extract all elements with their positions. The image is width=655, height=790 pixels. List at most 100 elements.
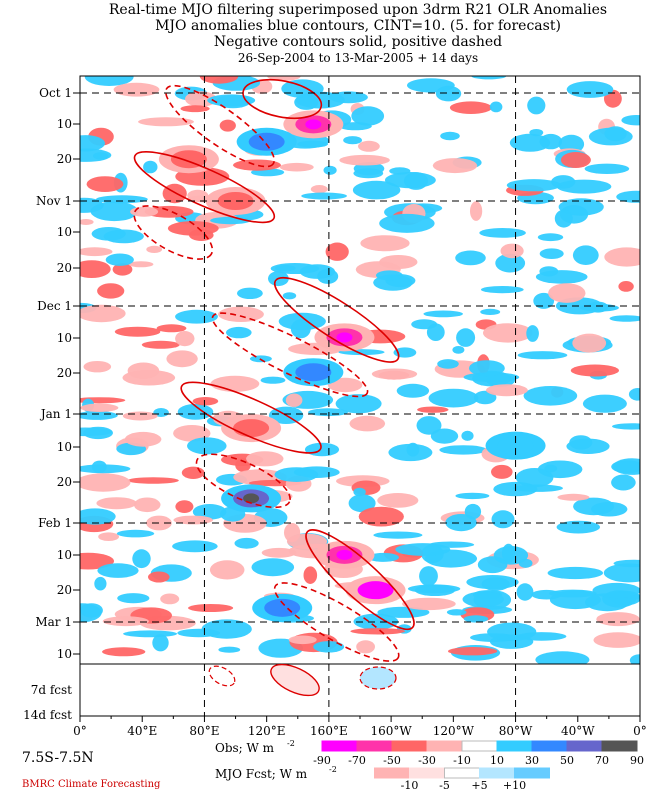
anomaly-blob bbox=[469, 360, 505, 377]
anomaly-blob bbox=[173, 425, 211, 442]
obs-swatch bbox=[531, 740, 568, 752]
fcst-swatch bbox=[374, 767, 410, 779]
y-tick-label: 10 bbox=[57, 225, 72, 239]
anomaly-blob bbox=[86, 176, 124, 193]
anomaly-blob bbox=[219, 119, 236, 132]
x-tick-label: 120°W bbox=[433, 724, 475, 738]
obs-tick-label: -30 bbox=[418, 754, 436, 767]
anomaly-blob bbox=[180, 105, 210, 113]
anomaly-blob bbox=[148, 571, 170, 583]
anomaly-blob bbox=[234, 537, 259, 549]
anomaly-blob bbox=[358, 506, 404, 527]
x-tick-label: 40°W bbox=[561, 724, 595, 738]
anomaly-blob bbox=[192, 504, 227, 520]
anomaly-blob bbox=[471, 76, 507, 80]
anomaly-blob bbox=[209, 560, 245, 580]
anomaly-blob bbox=[351, 106, 385, 126]
anomaly-blob bbox=[80, 135, 105, 152]
anomaly-blob bbox=[419, 566, 438, 587]
anomaly-blob bbox=[343, 136, 362, 145]
x-tick-label: 120°E bbox=[248, 724, 286, 738]
anomaly-blob bbox=[210, 375, 260, 392]
anomaly-blob bbox=[325, 242, 349, 261]
anomaly-blob bbox=[172, 540, 218, 553]
y-tick-label: Nov 1 bbox=[36, 194, 72, 208]
anomaly-blob bbox=[535, 270, 588, 284]
anomaly-blob bbox=[529, 129, 544, 137]
anomaly-blob bbox=[517, 351, 568, 360]
anomaly-blob bbox=[83, 361, 112, 373]
anomaly-blob bbox=[446, 609, 467, 616]
anomaly-blob bbox=[97, 283, 125, 299]
anomaly-blob bbox=[548, 283, 586, 303]
obs-tick-label: 50 bbox=[560, 754, 574, 767]
anomaly-blob bbox=[261, 547, 297, 558]
y-tick-label: 20 bbox=[57, 366, 72, 380]
anomaly-blob bbox=[122, 411, 158, 421]
anomaly-blob bbox=[448, 647, 498, 656]
obs-tick-label: -50 bbox=[383, 754, 401, 767]
gridlines bbox=[80, 76, 640, 716]
anomaly-blob bbox=[491, 464, 513, 479]
anomaly-blob bbox=[628, 388, 640, 401]
olr-anomaly-field bbox=[80, 76, 640, 664]
fcst-swatch bbox=[479, 767, 515, 779]
anomaly-blob bbox=[102, 616, 149, 627]
anomaly-blob bbox=[187, 189, 209, 202]
anomaly-blob bbox=[527, 96, 546, 115]
y-tick-label: Mar 1 bbox=[35, 615, 72, 629]
anomaly-blob bbox=[473, 390, 497, 405]
obs-swatch bbox=[461, 740, 498, 752]
brand-label: BMRC Climate Forecasting bbox=[22, 779, 161, 790]
obs-swatch bbox=[496, 740, 533, 752]
y-tick-label: 10 bbox=[57, 117, 72, 131]
anomaly-blob bbox=[502, 543, 515, 563]
anomaly-blob bbox=[360, 235, 410, 252]
mjo-contour-negative bbox=[242, 78, 323, 120]
anomaly-blob bbox=[535, 651, 590, 664]
anomaly-blob bbox=[616, 190, 640, 203]
anomaly-blob bbox=[80, 403, 119, 412]
anomaly-blob bbox=[143, 160, 158, 174]
mjo-contour-positive bbox=[164, 84, 276, 168]
fcst-row-7d: 7d fcst bbox=[31, 683, 72, 697]
anomaly-blob bbox=[455, 250, 486, 266]
anomaly-blob bbox=[308, 408, 348, 417]
anomaly-blob bbox=[80, 603, 103, 618]
anomaly-blob bbox=[537, 233, 564, 242]
anomaly-blob bbox=[117, 593, 150, 604]
anomaly-blob bbox=[379, 255, 418, 269]
anomaly-blob bbox=[274, 467, 319, 482]
anomaly-patch-core bbox=[243, 493, 260, 504]
anomaly-blob bbox=[388, 443, 433, 462]
x-tick-label: 0° bbox=[73, 724, 87, 738]
anomaly-blob bbox=[246, 451, 284, 467]
anomaly-blob bbox=[127, 362, 160, 379]
anomaly-blob bbox=[612, 423, 640, 430]
anomaly-blob bbox=[480, 286, 524, 294]
anomaly-blob bbox=[533, 292, 555, 309]
anomaly-blob bbox=[403, 172, 429, 190]
anomaly-blob bbox=[554, 209, 573, 228]
anomaly-blob bbox=[557, 493, 590, 501]
anomaly-blob bbox=[80, 473, 131, 492]
anomaly-blob bbox=[352, 180, 401, 200]
fcst-swatch bbox=[514, 767, 550, 779]
fcst-positive-contour bbox=[208, 665, 236, 687]
anomaly-blob bbox=[483, 323, 533, 343]
anomaly-blob bbox=[310, 185, 328, 194]
anomaly-blob bbox=[489, 101, 503, 113]
anomaly-blob bbox=[290, 319, 311, 339]
anomaly-blob bbox=[592, 582, 640, 599]
anomaly-blob bbox=[166, 350, 198, 368]
anomaly-blob bbox=[199, 76, 239, 84]
anomaly-blob bbox=[572, 333, 607, 353]
fcst-legend-ticks: -10 -5 +5 +10 bbox=[401, 779, 526, 790]
anomaly-blob bbox=[523, 386, 578, 406]
y-tick-label: Dec 1 bbox=[37, 299, 72, 313]
anomaly-blob bbox=[175, 331, 195, 347]
anomaly-blob bbox=[455, 492, 490, 500]
anomaly-blob bbox=[80, 304, 126, 323]
anomaly-blob bbox=[156, 324, 187, 333]
